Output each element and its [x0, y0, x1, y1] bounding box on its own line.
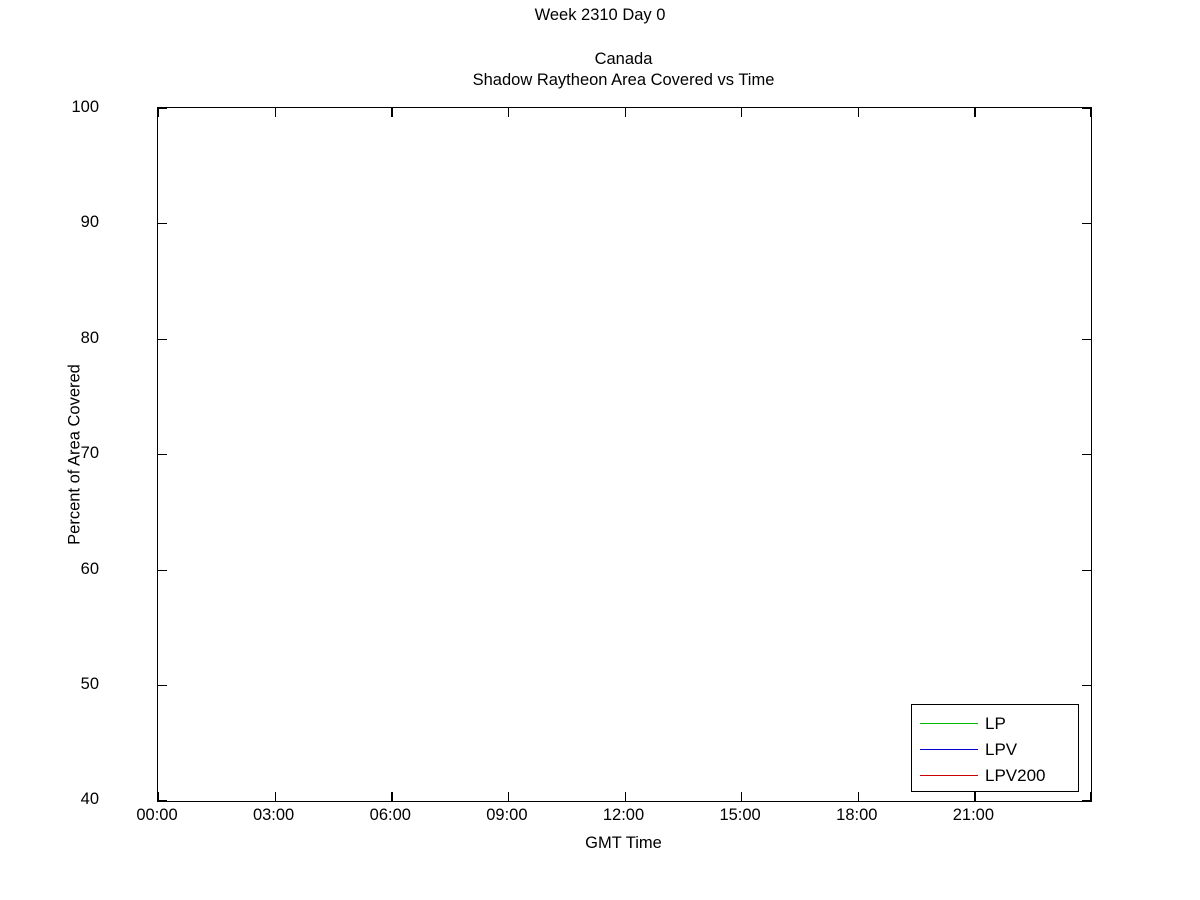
- xtick-mark-top-1800: [857, 108, 860, 117]
- xtick-mark-top-0600: [391, 108, 393, 117]
- ytick-label-70: 70: [80, 444, 99, 462]
- ytick-mark-right-80: [1082, 339, 1091, 341]
- xtick-mark-1800: [857, 792, 860, 801]
- xtick-mark-0900: [507, 792, 510, 801]
- axes-title-line-1: Canada: [594, 50, 653, 68]
- ytick-label-50: 50: [80, 675, 99, 693]
- xtick-mark-top-2100: [974, 108, 976, 117]
- ytick-mark-40: [158, 799, 167, 801]
- legend-label-lpv200: LPV200: [985, 765, 1046, 785]
- ytick-label-60: 60: [80, 560, 99, 578]
- xtick-mark-2400: [1089, 792, 1091, 801]
- xtick-label-1800: 18:00: [836, 806, 878, 824]
- ytick-mark-right-60: [1082, 570, 1091, 572]
- ytick-mark-70: [158, 454, 167, 456]
- xtick-mark-2100: [974, 792, 976, 801]
- ytick-label-90: 90: [80, 213, 99, 231]
- xtick-label-1200: 12:00: [602, 806, 645, 824]
- legend-line-lpv200: [920, 774, 978, 776]
- legend-entry-lpv200[interactable]: LPV200: [912, 762, 1078, 788]
- xtick-label-0000: 00:00: [136, 806, 178, 824]
- xtick-mark-top-0300: [274, 108, 276, 117]
- xtick-mark-0300: [274, 792, 276, 801]
- xtick-mark-top-2400: [1089, 108, 1091, 117]
- xtick-mark-1200: [624, 792, 626, 801]
- ytick-label-40: 40: [80, 790, 99, 808]
- ytick-mark-right-40: [1082, 799, 1091, 801]
- legend-line-lpv: [920, 748, 978, 750]
- ytick-label-100: 100: [71, 98, 99, 116]
- ytick-mark-right-70: [1082, 454, 1091, 456]
- legend-box[interactable]: LP LPV LPV200: [911, 704, 1079, 792]
- xtick-mark-top-0000: [158, 108, 160, 117]
- legend-label-lp: LP: [985, 713, 1006, 733]
- x-axis-title: GMT Time: [585, 834, 662, 852]
- figure-suptitle: Week 2310 Day 0: [534, 6, 666, 24]
- axes-title-line-2: Shadow Raytheon Area Covered vs Time: [472, 71, 775, 89]
- xtick-mark-0000: [158, 792, 160, 801]
- xtick-mark-top-0900: [507, 108, 510, 117]
- xtick-label-2100: 21:00: [952, 806, 995, 824]
- xtick-label-0300: 03:00: [252, 806, 295, 824]
- xtick-mark-top-1200: [624, 108, 626, 117]
- plot-axes: LP LPV LPV200: [157, 107, 1092, 802]
- legend-entry-lpv[interactable]: LPV: [912, 736, 1078, 762]
- ytick-mark-right-50: [1082, 685, 1091, 687]
- xtick-mark-top-1500: [741, 108, 743, 117]
- ytick-mark-80: [158, 339, 167, 341]
- ytick-label-80: 80: [80, 329, 99, 347]
- legend-entry-lp[interactable]: LP: [912, 710, 1078, 736]
- ytick-mark-50: [158, 685, 167, 687]
- xtick-label-0600: 06:00: [369, 806, 411, 824]
- plot-data-area: [158, 108, 1091, 801]
- legend-label-lpv: LPV: [985, 739, 1018, 759]
- xtick-mark-0600: [391, 792, 393, 801]
- ytick-mark-right-90: [1082, 223, 1091, 225]
- y-axis-title: Percent of Area Covered: [65, 364, 84, 545]
- legend-line-lp: [920, 722, 978, 724]
- ytick-mark-90: [158, 223, 167, 225]
- xtick-label-1500: 15:00: [719, 806, 761, 824]
- ytick-mark-60: [158, 570, 167, 572]
- axes-title: Canada Shadow Raytheon Area Covered vs T…: [157, 49, 1090, 91]
- xtick-mark-1500: [741, 792, 743, 801]
- ytick-mark-100: [158, 108, 167, 110]
- ytick-mark-right-100: [1082, 108, 1091, 110]
- xtick-label-0900: 09:00: [486, 806, 528, 824]
